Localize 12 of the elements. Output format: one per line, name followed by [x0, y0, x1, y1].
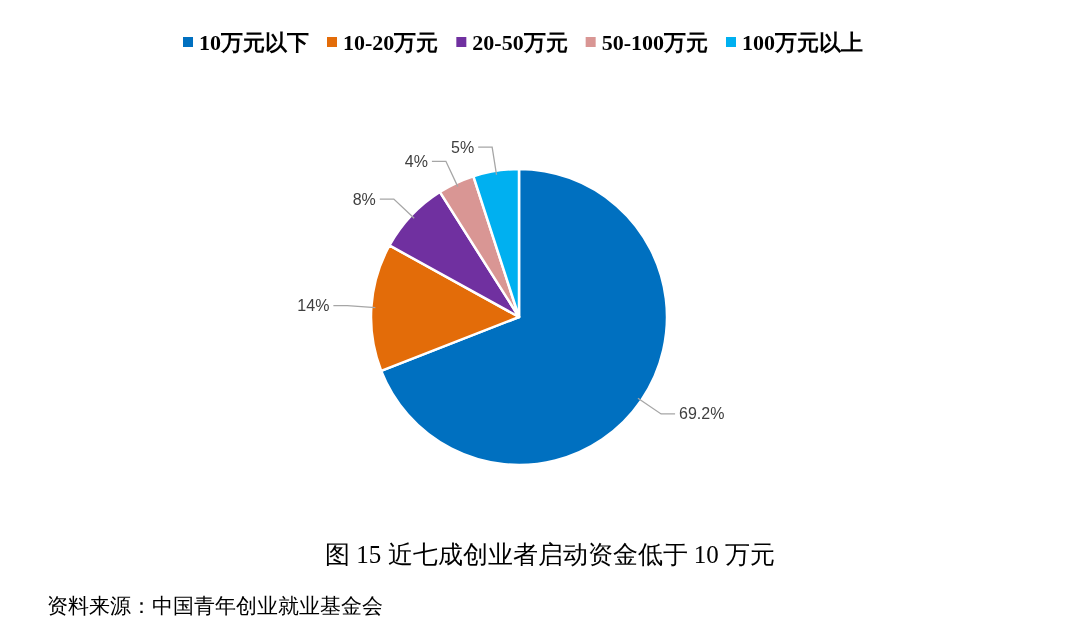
- data-label: 8%: [352, 190, 376, 208]
- data-label: 4%: [404, 152, 428, 170]
- legend-label: 100万元以上: [741, 29, 863, 55]
- data-label: 5%: [451, 138, 475, 156]
- text: 资料来源：中国青年创业就业基金会: [47, 594, 383, 618]
- legend-label: 50-100万元: [601, 29, 708, 55]
- data-label: 69.2%: [679, 405, 725, 423]
- legend-label: 10万元以下: [199, 29, 310, 55]
- data-label: 14%: [297, 297, 330, 315]
- legend-label: 20-50万元: [472, 29, 568, 55]
- text: 图 15 近七成创业者启动资金低于 10 万元: [325, 541, 775, 568]
- legend-label: 10-20万元: [343, 29, 439, 55]
